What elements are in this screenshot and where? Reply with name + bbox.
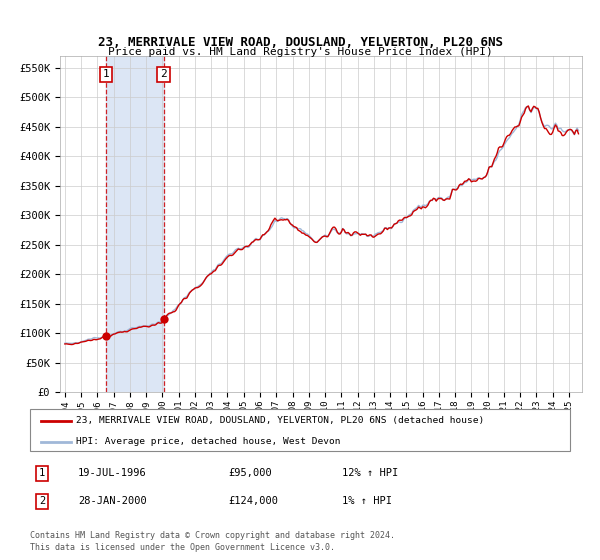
Text: Price paid vs. HM Land Registry's House Price Index (HPI): Price paid vs. HM Land Registry's House … (107, 46, 493, 57)
Text: £124,000: £124,000 (228, 496, 278, 506)
Text: Contains HM Land Registry data © Crown copyright and database right 2024.
This d: Contains HM Land Registry data © Crown c… (30, 531, 395, 552)
Text: £95,000: £95,000 (228, 468, 272, 478)
FancyBboxPatch shape (30, 409, 570, 451)
Text: 23, MERRIVALE VIEW ROAD, DOUSLAND, YELVERTON, PL20 6NS: 23, MERRIVALE VIEW ROAD, DOUSLAND, YELVE… (97, 35, 503, 49)
Text: 1% ↑ HPI: 1% ↑ HPI (342, 496, 392, 506)
Text: 2: 2 (39, 496, 45, 506)
Text: HPI: Average price, detached house, West Devon: HPI: Average price, detached house, West… (76, 437, 340, 446)
Bar (106, 56, 164, 392)
Text: 1: 1 (39, 468, 45, 478)
Text: 28-JAN-2000: 28-JAN-2000 (78, 496, 147, 506)
Text: 12% ↑ HPI: 12% ↑ HPI (342, 468, 398, 478)
Text: 23, MERRIVALE VIEW ROAD, DOUSLAND, YELVERTON, PL20 6NS (detached house): 23, MERRIVALE VIEW ROAD, DOUSLAND, YELVE… (76, 416, 484, 425)
Text: 1: 1 (103, 69, 110, 80)
Text: 2: 2 (160, 69, 167, 80)
Text: 19-JUL-1996: 19-JUL-1996 (78, 468, 147, 478)
